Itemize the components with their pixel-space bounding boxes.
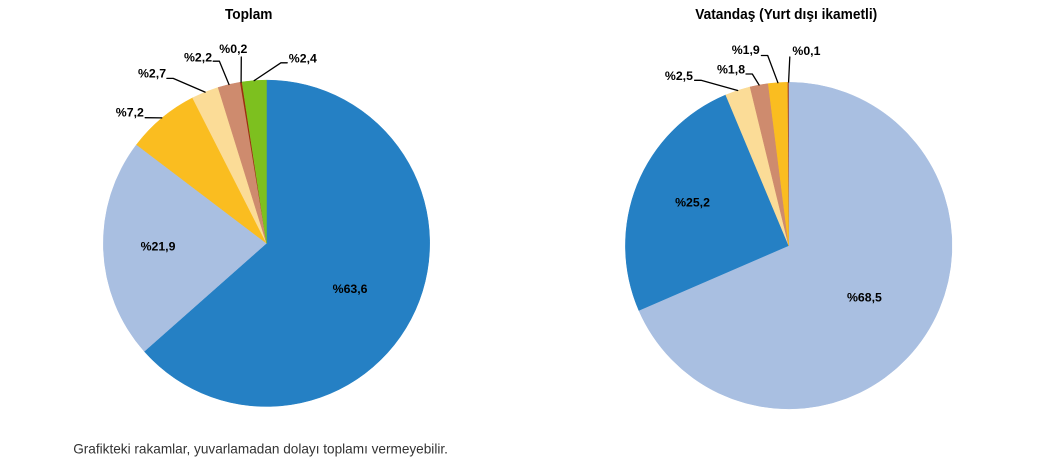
svg-text:%7,2: %7,2: [116, 105, 144, 119]
svg-text:%0,1: %0,1: [792, 44, 820, 58]
svg-text:Toplam: Toplam: [225, 7, 273, 23]
svg-text:%63,6: %63,6: [333, 282, 368, 296]
svg-text:%1,9: %1,9: [732, 43, 760, 57]
svg-text:Grafikteki rakamlar, yuvarlama: Grafikteki rakamlar, yuvarlamadan dolayı…: [73, 442, 448, 457]
svg-text:%2,5: %2,5: [665, 69, 693, 83]
svg-text:%68,5: %68,5: [847, 291, 882, 305]
svg-text:%2,2: %2,2: [184, 51, 212, 65]
svg-text:%2,7: %2,7: [138, 67, 166, 81]
svg-text:%21,9: %21,9: [141, 239, 176, 253]
svg-text:%1,8: %1,8: [717, 63, 745, 77]
svg-text:%2,4: %2,4: [289, 52, 317, 66]
svg-text:%25,2: %25,2: [675, 195, 710, 209]
svg-text:Vatandaş (Yurt dışı ikametli): Vatandaş (Yurt dışı ikametli): [695, 7, 877, 23]
svg-text:%0,2: %0,2: [219, 42, 247, 56]
